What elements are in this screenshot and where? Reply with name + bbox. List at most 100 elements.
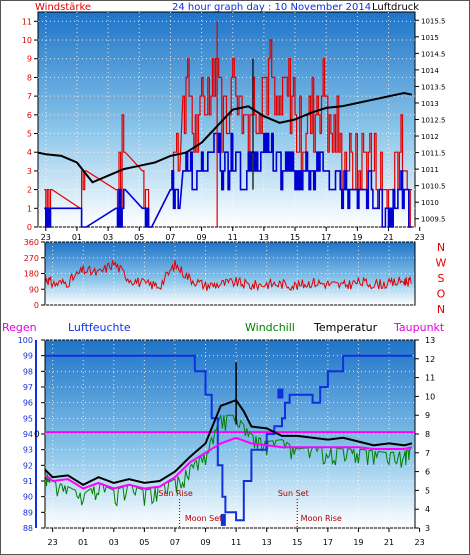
chart-title: 24 hour graph day : 10 November 2014	[172, 2, 371, 13]
panel3-xtick-label: 23	[48, 538, 58, 547]
panel1-ytick-label: 3	[27, 167, 32, 176]
panel2-grid	[45, 241, 421, 306]
panel3-rtick-label: 4	[425, 505, 430, 514]
panel1-xtick-label: 23	[415, 233, 425, 242]
panel3-ytick-label: 98	[23, 367, 33, 376]
panel3-ytick-label: 88	[23, 524, 33, 533]
wind-gust-line	[44, 39, 412, 228]
event-label: Moon Rise	[301, 514, 342, 523]
panel2-ytick-label: 180	[24, 270, 39, 279]
pressure-series-line	[37, 91, 413, 184]
event-label: Sun Rise	[158, 489, 193, 498]
panel1-right-label: Luftdruck	[372, 2, 419, 13]
direction-label: N	[437, 241, 445, 254]
panel1-xtick-label: 11	[228, 233, 238, 242]
panel3-rtick-label: 6	[425, 468, 430, 477]
panel1-rtick-label: 1009.5	[421, 216, 446, 224]
panel1-ticks: 012345678910111009.510101010.510111011.5…	[22, 17, 446, 242]
panel3-ytick-label: 91	[23, 477, 33, 486]
panel3-lines	[44, 354, 413, 526]
panel1-xtick-label: 05	[134, 233, 144, 242]
panel3-xtick-label: 09	[200, 538, 210, 547]
panel3-rtick-label: 10	[425, 392, 435, 401]
panel1-rtick-label: 1014.5	[421, 50, 446, 58]
direction-label: W	[436, 257, 447, 270]
panel1-left-label: Windstärke	[35, 2, 91, 13]
panel1-rtick-label: 1011.5	[421, 150, 446, 158]
panel3-ytick-label: 93	[23, 446, 33, 455]
wind-average-line	[44, 132, 412, 228]
panel1-ytick-label: 8	[27, 73, 32, 82]
panel1-ytick-label: 0	[27, 223, 32, 232]
panel3-xtick-label: 13	[262, 538, 272, 547]
panel3-rtick-label: 7	[425, 449, 430, 458]
panel1-rtick-label: 1014	[421, 67, 439, 75]
panel3-rtick-label: 11	[425, 374, 435, 383]
panel3-rtick-label: 13	[425, 336, 435, 345]
panel3-xtick-label: 15	[292, 538, 302, 547]
panel3-ytick-label: 92	[23, 461, 33, 470]
panel3-xtick-label: 11	[231, 538, 241, 547]
panel2-ytick-label: 0	[34, 301, 39, 310]
direction-label: S	[438, 272, 445, 285]
panel3-ytick-label: 89	[23, 508, 33, 517]
panel1-ytick-label: 9	[27, 55, 32, 64]
panel1-xtick-label: 03	[103, 233, 113, 242]
panel3-rtick-label: 9	[425, 411, 430, 420]
panel1-pressure-line	[37, 91, 413, 184]
panel1-xtick-label: 19	[352, 233, 362, 242]
taupunkt-label: Taupunkt	[393, 321, 445, 334]
panel1-ytick-label: 2	[27, 186, 32, 195]
panel1-rtick-label: 1015	[421, 34, 439, 42]
panel1-xtick-label: 07	[165, 233, 175, 242]
luftfeuchte-label: Luftfeuchte	[68, 321, 131, 334]
panel1-xtick-label: 09	[196, 233, 206, 242]
panel3-xtick-label: 19	[353, 538, 363, 547]
panel1-wind-bars	[44, 21, 412, 228]
panel1-xtick-label: 13	[259, 233, 269, 242]
panel3-rtick-label: 8	[425, 430, 430, 439]
panel1-ytick-label: 4	[27, 148, 32, 157]
panel2-ytick-label: 90	[29, 285, 39, 294]
panel1-ytick-label: 11	[22, 17, 32, 26]
panel3-xtick-label: 01	[78, 538, 88, 547]
rain-zero-marker: 0	[34, 430, 40, 440]
panel3-xtick-label: 17	[323, 538, 333, 547]
panel3-rtick-label: 12	[425, 355, 435, 364]
panel3-ytick-label: 97	[23, 383, 33, 392]
panel3-ytick-label: 96	[23, 399, 33, 408]
panel1-xtick-label: 01	[72, 233, 82, 242]
panel1-ytick-label: 1	[27, 204, 32, 213]
panel1-rtick-label: 1013	[421, 100, 439, 108]
event-label: Moon Set	[185, 514, 222, 523]
temperatur-label: Temperatur	[313, 321, 378, 334]
panel1-rtick-label: 1015.5	[421, 17, 446, 25]
panel3-ytick-label: 99	[23, 352, 33, 361]
panel1-xtick-label: 15	[290, 233, 300, 242]
panel3-ticks: 8889909192939495969798991003456789101112…	[18, 336, 435, 547]
wind-direction-line	[44, 259, 412, 292]
panel2-ytick-label: 270	[24, 254, 39, 263]
panel1-rtick-label: 1013.5	[421, 83, 446, 91]
panel3-xtick-label: 21	[384, 538, 394, 547]
panel3-ytick-label: 90	[23, 493, 33, 502]
windchill-label: Windchill	[245, 321, 295, 334]
panel3-ytick-label: 100	[18, 336, 33, 345]
panel1-rtick-label: 1010.5	[421, 183, 446, 191]
luftfeuchte-line	[45, 354, 412, 522]
panel3-xtick-label: 05	[139, 538, 149, 547]
panel1-rtick-label: 1011	[421, 166, 439, 174]
panel1-ytick-label: 7	[27, 92, 32, 101]
panel3-events: Sun Rise Moon Set Sun Set Moon Rise	[158, 489, 342, 528]
direction-label: N	[437, 303, 445, 316]
panel3-rtick-label: 3	[425, 524, 430, 533]
regen-label: Regen	[2, 321, 37, 334]
panel1-ytick-label: 5	[27, 130, 32, 139]
panel3-xtick-label: 03	[109, 538, 119, 547]
taupunkt-line	[44, 436, 413, 490]
panel1-ytick-label: 6	[27, 111, 32, 120]
panel1-ytick-label: 10	[22, 36, 32, 45]
panel1-rtick-label: 1012	[421, 133, 439, 141]
